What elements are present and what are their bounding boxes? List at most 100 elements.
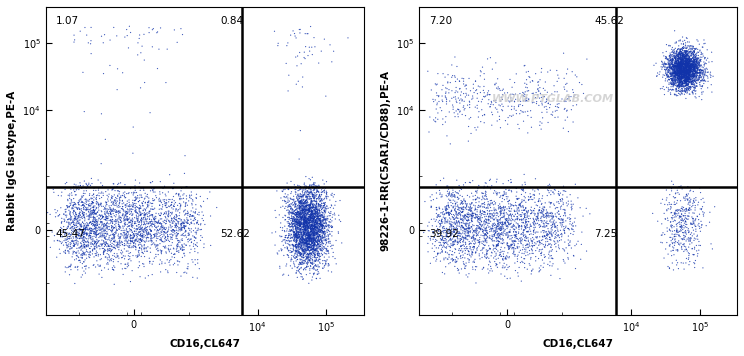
Point <box>475 227 487 232</box>
Point <box>297 194 309 200</box>
Point <box>79 227 91 232</box>
Point <box>98 240 110 246</box>
Point <box>135 246 147 251</box>
Point <box>196 204 208 210</box>
Point <box>495 216 507 221</box>
Point <box>77 199 89 205</box>
Point <box>310 220 322 225</box>
Point <box>153 261 165 267</box>
Point <box>302 212 314 218</box>
Point <box>307 225 318 231</box>
Point <box>673 70 684 76</box>
Point <box>690 64 702 70</box>
Point <box>484 235 496 241</box>
Point <box>478 94 490 100</box>
Point <box>131 231 143 236</box>
Point <box>684 63 696 69</box>
Point <box>515 232 527 237</box>
Point <box>112 211 124 216</box>
Point <box>319 210 331 216</box>
Point <box>667 63 679 68</box>
Point <box>487 225 498 231</box>
Point <box>292 209 304 215</box>
Point <box>669 68 681 74</box>
Point <box>305 209 317 215</box>
Point <box>692 60 704 66</box>
Point <box>678 72 690 77</box>
Point <box>430 258 442 264</box>
Point <box>451 100 463 105</box>
Point <box>679 61 691 66</box>
Point <box>319 216 331 222</box>
Point <box>303 225 315 230</box>
Point <box>676 50 688 56</box>
Point <box>284 203 296 209</box>
Point <box>308 237 320 243</box>
Point <box>675 58 687 64</box>
Point <box>292 225 304 230</box>
Point <box>308 217 320 223</box>
Point <box>445 256 457 262</box>
Point <box>121 236 132 241</box>
Point <box>447 192 459 198</box>
Point <box>670 70 682 76</box>
Point <box>679 58 691 63</box>
Point <box>294 205 306 211</box>
Point <box>291 242 303 247</box>
Point <box>309 233 321 239</box>
Point <box>91 245 103 251</box>
Point <box>83 209 94 214</box>
Point <box>299 206 311 212</box>
Point <box>320 221 332 227</box>
Point <box>678 70 690 75</box>
Point <box>685 57 697 63</box>
Point <box>678 232 690 238</box>
Point <box>166 218 178 224</box>
Point <box>527 229 539 235</box>
Point <box>294 193 306 199</box>
Point <box>501 241 513 247</box>
Point <box>673 74 685 79</box>
Point <box>108 234 120 240</box>
Point <box>681 207 693 213</box>
Point <box>304 214 316 220</box>
Point <box>679 53 690 59</box>
Point <box>661 65 673 70</box>
Point <box>299 241 311 246</box>
Point <box>311 221 323 227</box>
Point <box>482 222 494 228</box>
Point <box>109 188 121 193</box>
Point <box>169 251 181 257</box>
Point <box>293 205 305 211</box>
Point <box>154 232 166 238</box>
Point <box>177 220 189 225</box>
Point <box>536 237 548 243</box>
Point <box>301 195 313 201</box>
Point <box>673 77 684 83</box>
Point <box>487 247 499 253</box>
Point <box>440 94 452 100</box>
Point <box>83 250 95 256</box>
Point <box>684 200 696 205</box>
Point <box>461 227 472 233</box>
Point <box>567 232 579 237</box>
Point <box>510 211 522 217</box>
Point <box>677 74 689 80</box>
Point <box>60 229 71 235</box>
Point <box>312 223 324 229</box>
Point <box>476 201 488 206</box>
Point <box>549 221 561 226</box>
Point <box>558 219 570 225</box>
Point <box>684 72 696 77</box>
Point <box>302 244 314 250</box>
Point <box>102 227 114 232</box>
Point <box>119 253 131 259</box>
Point <box>681 77 693 82</box>
Point <box>525 194 537 200</box>
Point <box>80 208 92 213</box>
Point <box>564 192 576 198</box>
Point <box>684 61 696 67</box>
Point <box>319 217 331 222</box>
Point <box>693 221 705 226</box>
Point <box>545 210 557 215</box>
